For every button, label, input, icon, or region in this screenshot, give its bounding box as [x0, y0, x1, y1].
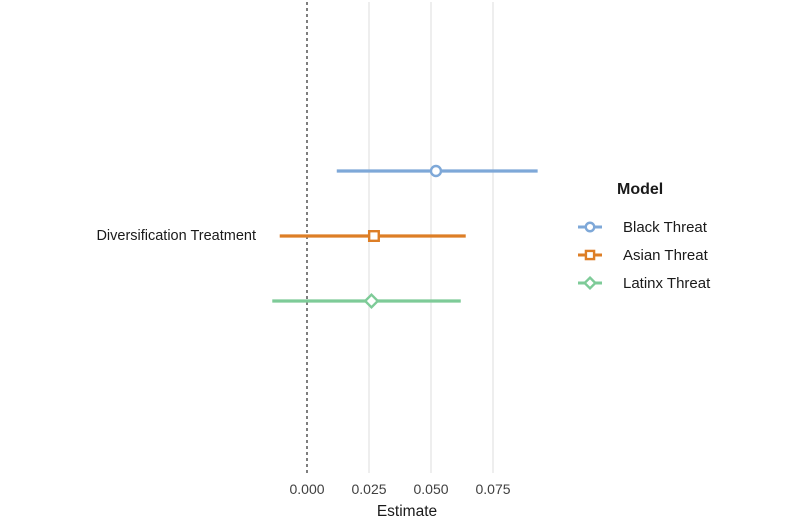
latinx-threat-key-icon: [578, 275, 602, 291]
x-tick-label-2: 0.050: [413, 481, 449, 497]
x-axis-title: Estimate: [376, 503, 438, 520]
legend-item-latinx-threat: Latinx Threat: [577, 269, 710, 297]
y-category-label: Diversification Treatment: [96, 228, 256, 244]
legend-item-asian-threat: Asian Threat: [577, 241, 710, 269]
legend: Model Black Threat Asian Threat Latinx T…: [577, 181, 710, 297]
x-tick-label-3: 0.075: [475, 481, 511, 497]
legend-label: Black Threat: [623, 218, 707, 236]
legend-label: Latinx Threat: [623, 274, 711, 292]
point-marker-diamond: [363, 293, 380, 309]
legend-label: Asian Threat: [623, 246, 708, 264]
asian-threat-key-icon: [578, 249, 602, 261]
point-marker-circle: [584, 221, 596, 233]
legend-item-black-threat: Black Threat: [577, 213, 710, 241]
point-marker-square: [584, 249, 596, 261]
point-marker-circle: [429, 164, 443, 178]
black-threat-key-icon: [578, 221, 602, 233]
x-tick-label-0: 0.000: [289, 481, 325, 497]
point-marker-square: [367, 229, 380, 242]
point-marker-diamond: [582, 275, 598, 291]
legend-title: Model: [617, 181, 664, 198]
x-tick-label-1: 0.025: [351, 481, 387, 497]
